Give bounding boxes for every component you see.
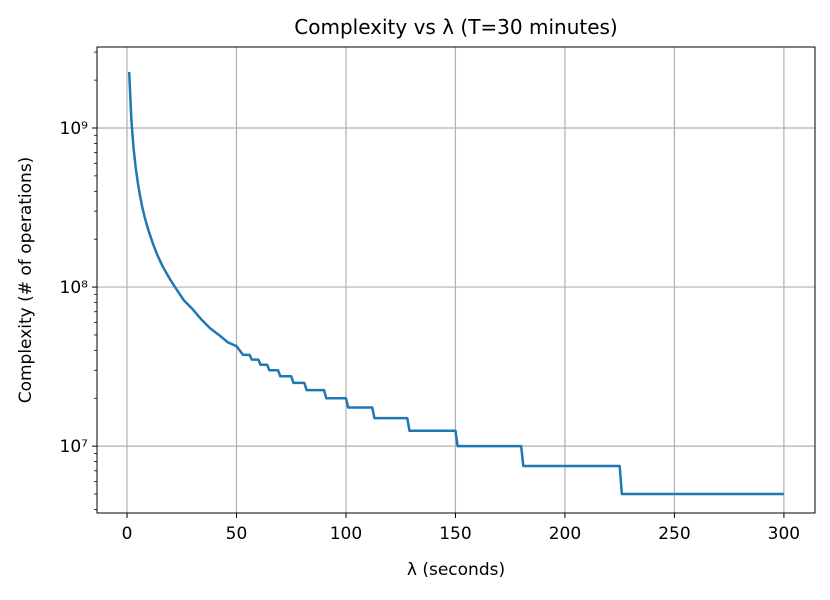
x-tick-label: 50 (226, 524, 248, 544)
data-line (127, 71, 784, 496)
x-tick-label: 200 (549, 524, 581, 544)
y-tick-label: 10⁹ (60, 119, 89, 139)
x-tick-label: 150 (439, 524, 471, 544)
plot-frame (96, 46, 816, 514)
y-axis-label: Complexity (# of operations) (16, 157, 36, 404)
y-tick-label: 10⁷ (60, 437, 89, 457)
x-tick-label: 0 (122, 524, 133, 544)
y-tick-label: 10⁸ (60, 278, 89, 298)
x-tick-label: 250 (658, 524, 690, 544)
chart-title: Complexity vs λ (T=30 minutes) (294, 15, 617, 39)
x-axis-label: λ (seconds) (407, 560, 505, 580)
x-tick-label: 100 (330, 524, 362, 544)
x-tick-label: 300 (768, 524, 800, 544)
